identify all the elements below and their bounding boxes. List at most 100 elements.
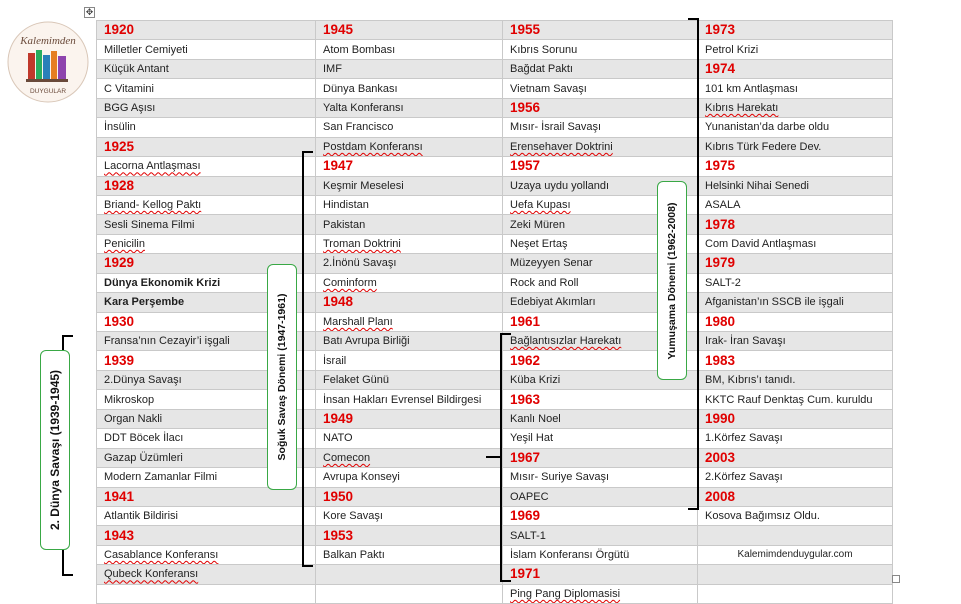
year-cell: 1967 bbox=[502, 447, 698, 469]
table-row: 1941 1950 OAPEC 2008 bbox=[96, 486, 893, 507]
event-cell: Keşmir Meselesi bbox=[315, 175, 503, 196]
event-cell: Irak- İran Savaşı bbox=[697, 330, 893, 352]
event-cell: Comecon bbox=[315, 447, 503, 469]
event-cell bbox=[96, 583, 316, 604]
event-cell: İnsülin bbox=[96, 117, 316, 138]
table-resize-handle[interactable] bbox=[892, 575, 900, 583]
table-row: Penicilin Troman Doktrini Neşet Ertaş Com D… bbox=[96, 233, 893, 255]
event-cell bbox=[697, 564, 893, 585]
event-cell: Uefa Kupası bbox=[502, 194, 698, 216]
event-cell: 1.Körfez Savaşı bbox=[697, 428, 893, 449]
event-cell: 101 km Antlaşması bbox=[697, 78, 893, 99]
year-cell: 1943 bbox=[96, 525, 316, 546]
table-row: Ping Pang Diplomasisi bbox=[96, 583, 893, 604]
year-cell: 1955 bbox=[502, 19, 698, 41]
event-cell: Casablance Konferansı bbox=[96, 544, 316, 566]
event-cell: İslam Konferansı Örgütü bbox=[502, 544, 698, 566]
table-row: Organ Nakli 1949 Kanlı Noel 1990 bbox=[96, 408, 893, 430]
event-cell: C Vitamini bbox=[96, 78, 316, 99]
year-cell: 1971 bbox=[502, 564, 698, 585]
event-cell: Balkan Paktı bbox=[315, 544, 503, 566]
event-cell: Qubeck Konferansı bbox=[96, 564, 316, 585]
table-row: 1939 İsrail 1962 1983 bbox=[96, 350, 893, 371]
year-cell: 1949 bbox=[315, 408, 503, 430]
event-cell: Yalta Konferansı bbox=[315, 97, 503, 119]
period-label-detente: Yumuşama Dönemi (1962-2008) bbox=[666, 202, 678, 359]
period-box-cold-war: Soğuk Savaş Dönemi (1947-1961) bbox=[267, 264, 297, 490]
event-cell: Pakistan bbox=[315, 214, 503, 235]
event-cell: ASALA bbox=[697, 194, 893, 216]
year-cell: 1979 bbox=[697, 253, 893, 274]
year-cell: 1947 bbox=[315, 156, 503, 177]
year-cell: 1980 bbox=[697, 311, 893, 333]
table-row: Modern Zamanlar Filmi Avrupa Konseyi Mısır… bbox=[96, 467, 893, 488]
event-cell: Edebiyat Akımları bbox=[502, 292, 698, 313]
table-row: İnsülin San Francisco Mısır- İsrail Savaşı… bbox=[96, 117, 893, 138]
event-cell: Organ Nakli bbox=[96, 408, 316, 430]
year-cell: 1957 bbox=[502, 156, 698, 177]
event-cell: Afganistan’ın SSCB ile işgali bbox=[697, 292, 893, 313]
table-row: 1930 Marshall Planı 1961 1980 bbox=[96, 311, 893, 333]
year-cell: 1969 bbox=[502, 505, 698, 527]
year-cell: 1975 bbox=[697, 156, 893, 177]
table-row: Küçük Antant IMF Bağdat Paktı 1974 bbox=[96, 58, 893, 80]
event-cell: Mısır- İsrail Savaşı bbox=[502, 117, 698, 138]
event-cell: Atlantik Bildirisi bbox=[96, 505, 316, 527]
event-cell: Yeşil Hat bbox=[502, 428, 698, 449]
event-cell: Troman Doktrini bbox=[315, 233, 503, 255]
event-cell: Kore Savaşı bbox=[315, 505, 503, 527]
event-cell: Bağdat Paktı bbox=[502, 58, 698, 80]
table-row: BGG Aşısı Yalta Konferansı 1956 Kıbrıs Hare… bbox=[96, 97, 893, 119]
event-cell: OAPEC bbox=[502, 486, 698, 507]
table-row: Qubeck Konferansı 1971 bbox=[96, 564, 893, 585]
period-box-ww2: 2. Dünya Savaşı (1939-1945) bbox=[40, 350, 70, 550]
event-cell: Helsinki Nihai Senedi bbox=[697, 175, 893, 196]
year-cell: 1956 bbox=[502, 97, 698, 119]
event-cell: Felaket Günü bbox=[315, 369, 503, 391]
event-cell: Vietnam Savaşı bbox=[502, 78, 698, 99]
event-cell: Mısır- Suriye Savaşı bbox=[502, 467, 698, 488]
event-cell: Petrol Krizi bbox=[697, 39, 893, 60]
event-cell: Avrupa Konseyi bbox=[315, 467, 503, 488]
year-cell: 1990 bbox=[697, 408, 893, 430]
event-cell: Küçük Antant bbox=[96, 58, 316, 80]
event-cell: SALT-2 bbox=[697, 272, 893, 294]
event-cell: Ping Pang Diplomasisi bbox=[502, 583, 698, 604]
event-cell: Com David Antlaşması bbox=[697, 233, 893, 255]
event-cell: Atom Bombası bbox=[315, 39, 503, 60]
event-cell: Lacorna Antlaşması bbox=[96, 156, 316, 177]
event-cell: 2.Dünya Savaşı bbox=[96, 369, 316, 391]
year-cell: 1978 bbox=[697, 214, 893, 235]
year-cell: 1925 bbox=[96, 136, 316, 158]
timeline-table: 1920 1945 1955 1973 Milletler Cemiyeti Atom B… bbox=[96, 19, 893, 604]
event-cell: Penicilin bbox=[96, 233, 316, 255]
event-cell: Modern Zamanlar Filmi bbox=[96, 467, 316, 488]
event-cell bbox=[315, 583, 503, 604]
year-cell: 1983 bbox=[697, 350, 893, 371]
event-cell: Cominform bbox=[315, 272, 503, 294]
bracket-detente bbox=[688, 18, 699, 510]
year-cell: 2003 bbox=[697, 447, 893, 469]
event-cell: Sesli Sinema Filmi bbox=[96, 214, 316, 235]
year-cell: 1974 bbox=[697, 58, 893, 80]
event-cell: İsrail bbox=[315, 350, 503, 371]
year-cell: 1950 bbox=[315, 486, 503, 507]
year-cell: 1920 bbox=[96, 19, 316, 41]
logo-top-text: Kalemimden bbox=[19, 35, 76, 47]
table-move-handle-icon[interactable]: ✥ bbox=[84, 7, 95, 18]
logo-bottom-text: DUYGULAR bbox=[30, 88, 66, 95]
year-cell: 1961 bbox=[502, 311, 698, 333]
event-cell: Batı Avrupa Birliği bbox=[315, 330, 503, 352]
period-box-detente: Yumuşama Dönemi (1962-2008) bbox=[657, 181, 687, 380]
event-cell: Dünya Ekonomik Krizi bbox=[96, 272, 316, 294]
table-row: Briand- Kellog Paktı Hindistan Uefa Kupası… bbox=[96, 194, 893, 216]
year-cell: 1939 bbox=[96, 350, 316, 371]
event-cell: KKTC Rauf Denktaş Cum. kuruldu bbox=[697, 389, 893, 410]
year-cell: 1963 bbox=[502, 389, 698, 410]
event-cell: Rock and Roll bbox=[502, 272, 698, 294]
event-cell: San Francisco bbox=[315, 117, 503, 138]
year-cell: 1945 bbox=[315, 19, 503, 41]
event-cell: Bağlantısızlar Harekatı bbox=[502, 330, 698, 352]
table-row: 1929 2.İnönü Savaşı Müzeyyen Senar 1979 bbox=[96, 253, 893, 274]
event-cell: DDT Böcek İlacı bbox=[96, 428, 316, 449]
